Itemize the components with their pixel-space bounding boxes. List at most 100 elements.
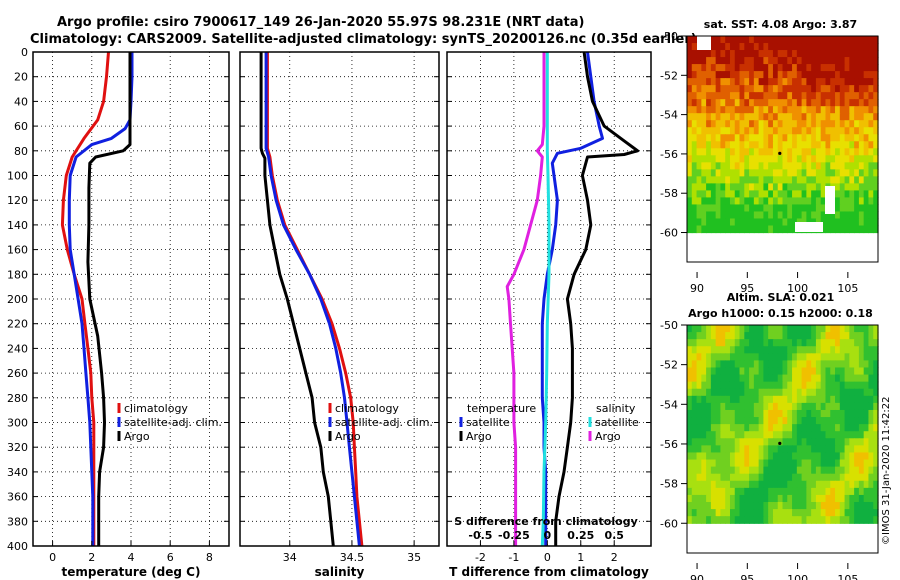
heatmap-cell [768, 78, 774, 86]
heatmap-cell [792, 120, 798, 128]
heatmap-cell [696, 452, 702, 461]
heatmap-cell [687, 509, 693, 517]
heatmap-cell [854, 473, 860, 482]
heatmap-cell [739, 225, 745, 234]
heatmap-cell [858, 155, 865, 163]
heatmap-cell [744, 502, 750, 510]
heatmap-cell [763, 204, 769, 213]
heatmap-cell [691, 452, 698, 461]
heatmap-cell [863, 367, 870, 376]
heatmap-cell [868, 459, 874, 468]
heatmap-cell [696, 360, 702, 369]
map-title: Altim. SLA: 0.021 [727, 291, 834, 304]
heatmap-cell [758, 424, 765, 432]
heatmap-cell [691, 487, 698, 496]
heatmap-cell [820, 148, 827, 156]
heatmap-cell [691, 211, 698, 220]
heatmap-cell [729, 473, 736, 482]
heatmap-cell [763, 225, 769, 234]
heatmap-cell [744, 487, 750, 496]
heatmap-cell [820, 106, 827, 114]
heatmap-cell [739, 424, 745, 432]
heatmap-cell [777, 409, 784, 418]
heatmap-cell [768, 374, 774, 383]
heatmap-cell [691, 438, 698, 446]
heatmap-cell [710, 459, 717, 468]
heatmap-cell [777, 141, 784, 149]
heatmap-cell [825, 64, 831, 72]
heatmap-cell [815, 339, 822, 347]
heatmap-cell [830, 325, 836, 333]
heatmap-cell [854, 509, 860, 517]
x-tick-label: 90 [690, 573, 704, 580]
heatmap-cell [763, 473, 769, 482]
heatmap-cell [706, 64, 712, 72]
heatmap-cell [739, 473, 745, 482]
y-tick-label: 180 [7, 268, 28, 281]
heatmap-cell [734, 204, 741, 213]
heatmap-cell [768, 99, 774, 107]
heatmap-cell [739, 332, 745, 340]
heatmap-cell [782, 190, 788, 199]
heatmap-cell [854, 374, 860, 383]
heatmap-cell [749, 162, 755, 170]
heatmap-cell [691, 183, 698, 192]
heatmap-cell [830, 480, 836, 489]
heatmap-cell [763, 148, 769, 156]
heatmap-cell [787, 360, 793, 369]
heatmap-cell [825, 402, 831, 411]
heatmap-cell [820, 162, 827, 170]
heatmap-cell [772, 64, 779, 72]
heatmap-cell [696, 480, 702, 489]
heatmap-cell [796, 381, 803, 390]
heatmap-cell [858, 438, 865, 446]
heatmap-cell [715, 43, 722, 51]
heatmap-cell [710, 106, 717, 114]
heatmap-cell [820, 71, 827, 79]
heatmap-cell [696, 466, 702, 475]
heatmap-cell [854, 113, 860, 121]
heatmap-cell [830, 353, 836, 361]
heatmap-cell [844, 424, 850, 432]
heatmap-cell [830, 141, 836, 149]
heatmap-cell [706, 155, 712, 163]
heatmap-cell [787, 183, 793, 192]
heatmap-cell [772, 381, 779, 390]
heatmap-cell [825, 452, 831, 461]
heatmap-cell [806, 85, 812, 93]
heatmap-cell [691, 332, 698, 340]
heatmap-cell [729, 509, 736, 517]
heatmap-cell [772, 204, 779, 213]
heatmap-cell [753, 516, 760, 524]
heatmap-cell [868, 445, 874, 454]
series-line-argo [259, 52, 335, 547]
heatmap-cell [806, 438, 812, 446]
heatmap-cell [715, 346, 722, 354]
heatmap-cell [825, 99, 831, 107]
heatmap-cell [844, 388, 850, 397]
heatmap-cell [787, 176, 793, 184]
heatmap-cell [844, 148, 850, 156]
heatmap-cell [825, 339, 831, 347]
heatmap-cell [801, 516, 807, 524]
heatmap-cell [854, 71, 860, 79]
heatmap-cell [739, 339, 745, 347]
heatmap-cell [691, 445, 698, 454]
heatmap-cell [863, 346, 870, 354]
mask-patch [825, 186, 835, 214]
heatmap-cell [749, 176, 755, 184]
heatmap-cell [701, 183, 707, 192]
heatmap-cell [710, 367, 717, 376]
heatmap-cell [820, 50, 827, 58]
heatmap-cell [844, 204, 850, 213]
heatmap-cell [782, 402, 788, 411]
heatmap-cell [849, 502, 855, 510]
heatmap-cell [715, 353, 722, 361]
heatmap-cell [787, 36, 793, 44]
heatmap-cell [835, 381, 841, 390]
heatmap-cell [706, 480, 712, 489]
heatmap-cell [868, 409, 874, 418]
heatmap-cell [729, 502, 736, 510]
heatmap-cell [801, 438, 807, 446]
heatmap-cell [792, 494, 798, 503]
